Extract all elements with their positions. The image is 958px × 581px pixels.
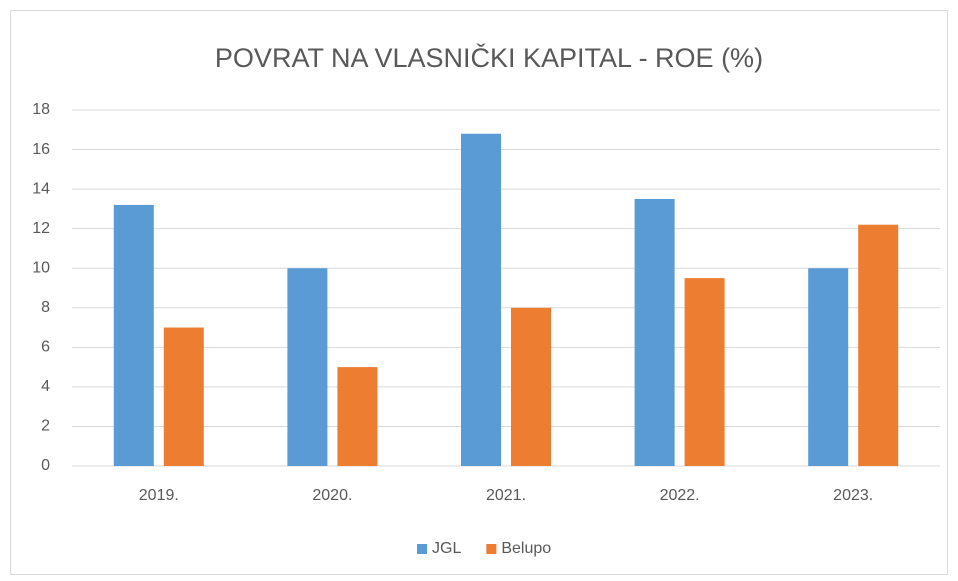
y-tick-label: 16 — [32, 141, 50, 158]
x-tick-label: 2020. — [312, 487, 352, 504]
x-tick-label: 2022. — [660, 487, 700, 504]
y-tick-label: 10 — [32, 259, 50, 276]
x-tick-label: 2021. — [486, 487, 526, 504]
y-tick-label: 2 — [41, 418, 50, 435]
y-tick-label: 18 — [32, 101, 50, 118]
y-tick-label: 4 — [41, 378, 50, 395]
legend-label: JGL — [432, 540, 461, 557]
bar — [461, 133, 501, 466]
y-tick-label: 14 — [32, 180, 50, 197]
chart-title: POVRAT NA VLASNIČKI KAPITAL - ROE (%) — [215, 42, 763, 73]
y-tick-label: 12 — [32, 220, 50, 237]
bar — [337, 367, 378, 466]
legend-swatch — [417, 544, 427, 554]
bar — [684, 278, 725, 466]
bar — [287, 268, 328, 466]
y-tick-label: 8 — [41, 299, 50, 316]
legend-swatch — [486, 544, 497, 554]
bar — [163, 327, 204, 466]
bar — [858, 224, 899, 466]
x-tick-label: 2023. — [833, 487, 873, 504]
y-tick-label: 6 — [41, 339, 50, 356]
x-tick-label: 2019. — [139, 487, 179, 504]
bar — [511, 307, 551, 466]
bar — [113, 204, 154, 466]
y-tick-label: 0 — [41, 457, 50, 474]
bar — [808, 268, 849, 466]
legend-label: Belupo — [501, 540, 551, 557]
bar — [634, 199, 675, 466]
